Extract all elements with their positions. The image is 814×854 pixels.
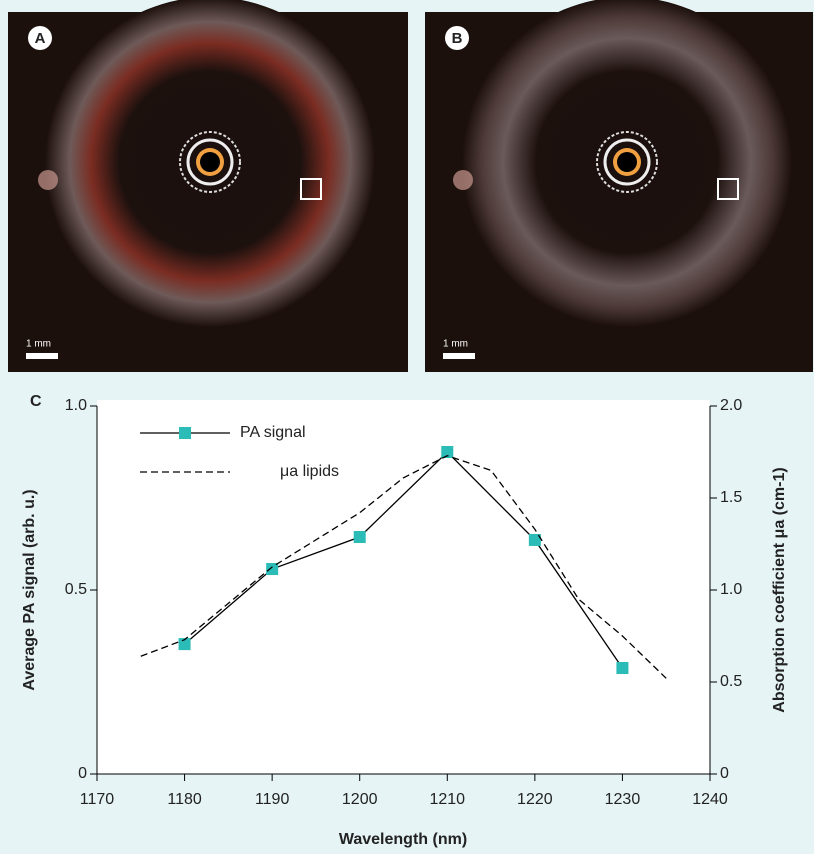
y-axis-label: Average PA signal (arb. u.) xyxy=(21,489,38,690)
y2-axis-label: Absorption coefficient μa (cm-1) xyxy=(771,467,788,712)
y2-tick-label: 1.0 xyxy=(720,581,742,598)
y2-tick-label: 0.5 xyxy=(720,673,742,690)
y-tick-label: 1.0 xyxy=(65,397,87,414)
figure: A 1 mm B 1 mm C Wavelength (nm) Average … xyxy=(0,0,814,854)
x-tick-label: 1170 xyxy=(80,791,115,808)
x-tick-label: 1230 xyxy=(605,791,641,808)
x-tick-label: 1190 xyxy=(255,791,290,808)
panel-label: A xyxy=(35,30,46,47)
legend-label: μa lipids xyxy=(280,463,339,480)
x-tick-label: 1210 xyxy=(429,791,465,808)
scale-label: 1 mm xyxy=(443,339,468,350)
legend-marker xyxy=(179,427,191,439)
y2-tick-label: 1.5 xyxy=(720,489,742,506)
plot-area xyxy=(97,400,710,774)
y-tick-label: 0.5 xyxy=(65,581,87,598)
scale-label: 1 mm xyxy=(26,339,51,350)
x-tick-label: 1200 xyxy=(342,791,378,808)
panel-label: C xyxy=(30,393,42,410)
x-tick-label: 1220 xyxy=(517,791,553,808)
x-tick-label: 1180 xyxy=(167,791,202,808)
legend-label: PA signal xyxy=(240,424,306,441)
point xyxy=(616,662,628,674)
y-tick-label: 0 xyxy=(78,765,87,782)
panel-label: B xyxy=(452,30,463,47)
point xyxy=(354,531,366,543)
page: A 1 mm B 1 mm C Wavelength (nm) Average … xyxy=(0,0,814,854)
y2-tick-label: 2.0 xyxy=(720,397,742,414)
y2-tick-label: 0 xyxy=(720,765,729,782)
x-tick-label: 1240 xyxy=(692,791,728,808)
oct-image-a: A 1 mm xyxy=(8,0,408,372)
oct-image-b: B 1 mm xyxy=(425,0,813,372)
x-axis-label: Wavelength (nm) xyxy=(339,831,467,848)
